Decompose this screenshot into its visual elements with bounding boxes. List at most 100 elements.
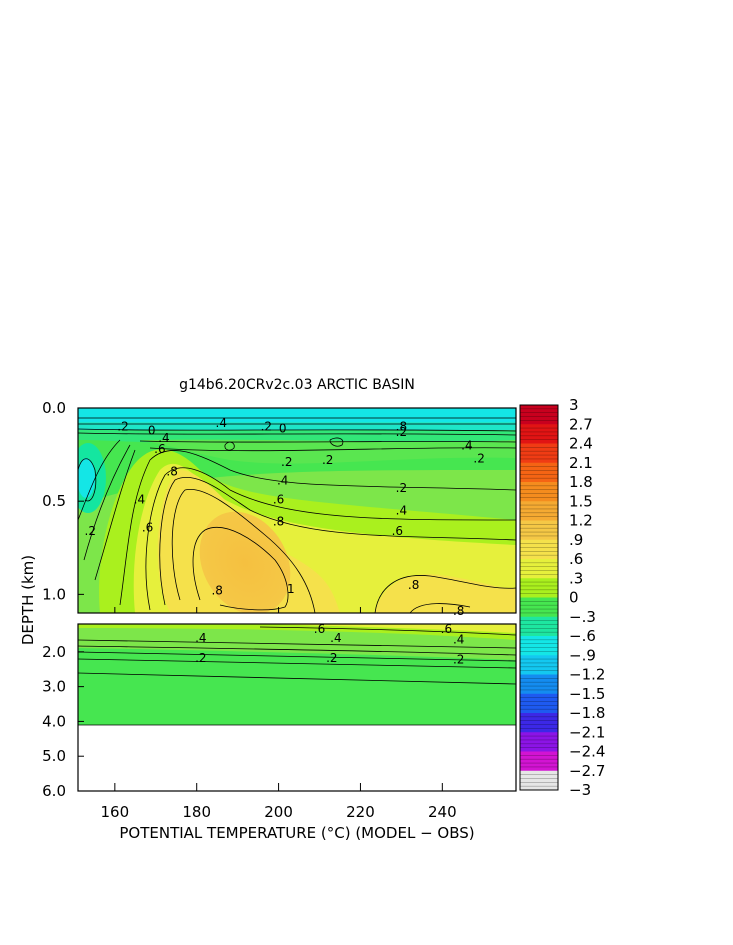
contour-label: 0	[279, 422, 287, 436]
colorbar-label: −3	[569, 781, 591, 799]
contour-label: .8	[396, 420, 407, 434]
field-lower-nodata	[78, 725, 516, 791]
x-axis: 160 180 200 220 240	[101, 607, 457, 821]
y-axis-lower: 2.0 3.0 4.0 5.0 6.0	[42, 643, 84, 800]
contour-label: 1	[287, 582, 295, 596]
colorbar-label: .3	[569, 569, 583, 587]
contour-label: .4	[195, 631, 206, 645]
contour-labels-upper: .4.2.6.8.8 1.8.6.4.2.6.4.2.8.8.4.2.2.2 0.4…	[85, 416, 485, 618]
lower-panel-frame	[77, 623, 517, 792]
contour-label: .2	[322, 453, 333, 467]
contour-label: .8	[408, 578, 419, 592]
lower-panel-field	[78, 624, 516, 791]
y-tick-label-lower: 6.0	[42, 782, 66, 800]
y-axis-upper: 0.0 0.5 1.0	[42, 399, 84, 603]
contour-label: .2	[326, 651, 337, 665]
contour-label: .2	[396, 425, 407, 439]
contour-label: .2	[473, 451, 484, 465]
colorbar-segment	[520, 713, 558, 733]
colorbar-label: −2.4	[569, 743, 605, 761]
upper-contour-lines	[78, 417, 516, 613]
field-surface-cyan	[78, 408, 516, 422]
colorbar: 32.72.42.11.81.51.2.9.6.30−.3−.6−.9−1.2−…	[519, 396, 605, 799]
x-tick-label: 180	[182, 803, 211, 821]
colorbar-label: −.9	[569, 646, 596, 664]
field-surface-transition	[78, 430, 516, 443]
x-tick-label: 200	[264, 803, 293, 821]
colorbar-label: 2.7	[569, 415, 593, 433]
y-tick-label-upper: 0.5	[42, 492, 66, 510]
colorbar-label: −2.7	[569, 762, 605, 780]
contour-label: .2	[281, 455, 292, 469]
contour-labels-lower: .6.6.4.4.4.2.2.2	[195, 622, 464, 667]
colorbar-segment	[520, 693, 558, 714]
contour-label: .4	[461, 438, 472, 452]
contour-label: .8	[166, 464, 177, 478]
y-tick-label-lower: 3.0	[42, 678, 66, 696]
contour-label: .4	[396, 504, 407, 518]
colorbar-label: 2.1	[569, 454, 593, 472]
colorbar-segment	[520, 482, 558, 502]
contour-label: .6	[392, 524, 403, 538]
chart-title: g14b6.20CRv2c.03 ARCTIC BASIN	[179, 377, 415, 393]
colorbar-segment	[520, 462, 558, 483]
x-tick-label: 220	[346, 803, 375, 821]
colorbar-frame	[519, 404, 559, 791]
y-tick-label-lower: 4.0	[42, 712, 66, 730]
colorbar-segment	[520, 520, 558, 541]
colorbar-label: 1.8	[569, 473, 593, 491]
x-axis-label: POTENTIAL TEMPERATURE (°C) (MODEL − OBS)	[119, 824, 474, 842]
contour-label: .4	[277, 474, 288, 488]
contour-label: .6	[273, 492, 284, 506]
x-tick-label: 160	[101, 803, 130, 821]
contour-label: .2	[261, 420, 272, 434]
colorbar-label: 0	[569, 589, 579, 607]
colorbar-label: .6	[569, 550, 583, 568]
upper-panel-frame	[77, 407, 517, 614]
colorbar-segment	[520, 616, 558, 637]
colorbar-segment	[520, 539, 558, 560]
colorbar-segment	[520, 732, 558, 752]
field-band-warm-yellow-right	[375, 574, 516, 613]
colorbar-segment	[520, 559, 558, 579]
contour-label: .2	[117, 420, 128, 434]
contour-label: .2	[85, 524, 96, 538]
colorbar-label: 1.2	[569, 512, 593, 530]
colorbar-label: 1.5	[569, 492, 593, 510]
contour-label: .6	[154, 442, 165, 456]
colorbar-segment	[520, 405, 558, 425]
contour-label: .8	[273, 515, 284, 529]
colorbar-segment	[520, 674, 558, 695]
colorbar-segment	[520, 443, 558, 464]
contour-label: .8	[211, 584, 222, 598]
colorbar-label: 2.4	[569, 435, 593, 453]
contour-label: .2	[195, 651, 206, 665]
contour-label: .4	[158, 431, 169, 445]
contour-label: .6	[441, 622, 452, 636]
colorbar-segment	[520, 501, 558, 521]
colorbar-label: −1.2	[569, 666, 605, 684]
colorbar-label: −.3	[569, 608, 596, 626]
field-lower-yellow	[260, 624, 516, 633]
y-tick-label-upper: 0.0	[42, 399, 66, 417]
colorbar-segment	[520, 751, 558, 772]
colorbar-label: −1.8	[569, 704, 605, 722]
y-tick-label-upper: 1.0	[42, 585, 66, 603]
colorbar-segment	[520, 655, 558, 675]
colorbar-label: .9	[569, 531, 583, 549]
colorbar-label: −.6	[569, 627, 596, 645]
colorbar-label: −1.5	[569, 685, 605, 703]
contour-label: 0	[148, 423, 156, 437]
colorbar-segment	[520, 770, 558, 791]
colorbar-label: 3	[569, 396, 579, 414]
contour-label: .8	[453, 604, 464, 618]
x-tick-label: 240	[428, 803, 457, 821]
y-tick-label-lower: 2.0	[42, 643, 66, 661]
contour-label: .6	[314, 622, 325, 636]
colorbar-segment	[520, 636, 558, 656]
contour-label: .4	[216, 416, 227, 430]
y-axis-label: DEPTH (km)	[19, 555, 37, 645]
y-tick-label-lower: 5.0	[42, 747, 66, 765]
colorbar-segment	[520, 578, 558, 598]
